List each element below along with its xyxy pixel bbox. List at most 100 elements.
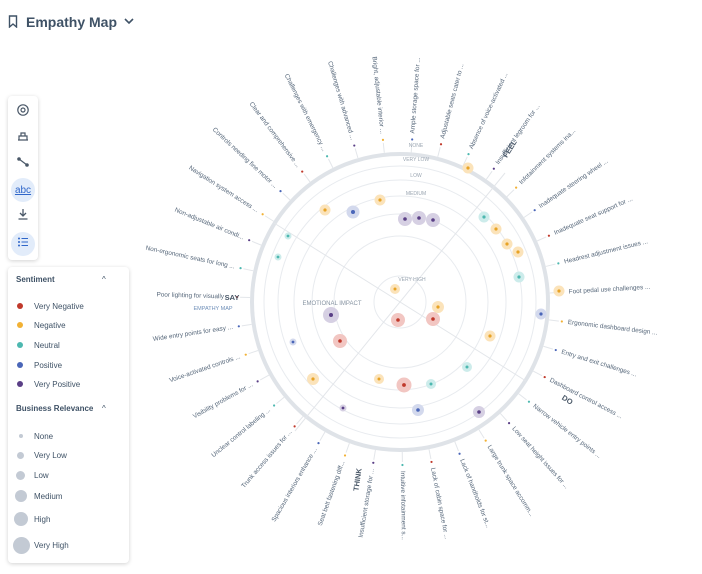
map-item-label[interactable]: Bright, adjustable interior ... [371, 56, 386, 134]
data-point[interactable] [557, 289, 561, 293]
map-item-label[interactable]: Non-ergonomic seats for long ... [145, 245, 236, 271]
data-point[interactable] [311, 377, 315, 381]
data-point[interactable] [393, 287, 397, 291]
map-item-label[interactable]: Challenges with emergency ... [283, 73, 328, 153]
legend-item-negative[interactable]: Negative [17, 319, 66, 331]
data-point[interactable] [436, 305, 440, 309]
data-point[interactable] [276, 255, 280, 259]
map-item-label[interactable]: Large trunk space accomm... [486, 444, 535, 518]
map-item-label[interactable]: Ample storage space for ... [409, 57, 422, 134]
medium-swatch [15, 490, 27, 502]
legend-item-very-negative[interactable]: Very Negative [17, 300, 84, 312]
data-point[interactable] [517, 275, 521, 279]
map-item-label[interactable]: Spacious interiors enhance ... [271, 447, 319, 524]
label-tick [439, 143, 443, 146]
map-item-label[interactable]: Visibility problems for ... [192, 381, 254, 420]
sentiment-collapse-icon[interactable]: ^ [102, 275, 106, 284]
labels-button[interactable]: abc [11, 178, 35, 202]
label-ray [243, 268, 254, 272]
data-point[interactable] [516, 250, 520, 254]
data-point[interactable] [341, 406, 345, 410]
legend-item-none[interactable]: None [17, 430, 53, 442]
map-item-label[interactable]: Controls needing fine motor ... [211, 126, 279, 190]
map-item-label[interactable]: Infotainment systems ina... [518, 128, 577, 187]
map-item-label[interactable]: Insufficient legroom for ... [495, 103, 542, 166]
data-point[interactable] [377, 377, 381, 381]
layout-button[interactable] [11, 126, 35, 150]
chevron-down-icon[interactable] [123, 15, 135, 29]
data-point[interactable] [488, 334, 492, 338]
ring-label: LOW [410, 173, 422, 179]
data-point[interactable] [402, 383, 406, 387]
data-point[interactable] [323, 208, 327, 212]
quadrant-label-say[interactable]: SAY [225, 293, 240, 302]
list-icon [16, 235, 30, 254]
ring-very-low [277, 179, 523, 425]
data-point[interactable] [465, 365, 469, 369]
map-item-label[interactable]: Seat belt fastening diff... [317, 460, 347, 527]
map-item-label[interactable]: Narrow vehicle entry points ... [531, 403, 602, 460]
legend-item-very-high[interactable]: Very High [13, 536, 69, 554]
data-point[interactable] [403, 217, 407, 221]
map-item-label[interactable]: Entry and exit challenges ... [560, 349, 637, 379]
legend-item-very-low[interactable]: Very Low [17, 449, 67, 461]
map-item-label[interactable]: Poor lighting for visually ... [156, 291, 231, 300]
map-item-label[interactable]: Low seat height issues for ... [510, 425, 570, 490]
relevance-collapse-icon[interactable]: ^ [102, 404, 106, 413]
data-point[interactable] [417, 216, 421, 220]
list-button[interactable] [11, 232, 35, 256]
data-point[interactable] [338, 339, 342, 343]
map-item-label[interactable]: Wide entry points for easy ... [152, 324, 233, 343]
legend-item-low[interactable]: Low [16, 469, 49, 481]
data-point[interactable] [429, 382, 433, 386]
map-item-label[interactable]: Intuitive infotainment s... [399, 471, 407, 540]
map-item-label[interactable]: Absence of voice-activated ... [468, 71, 510, 150]
map-item-label[interactable]: Navigation system access ... [187, 165, 259, 215]
download-button[interactable] [11, 204, 35, 228]
connect-button[interactable] [11, 152, 35, 176]
data-point[interactable] [505, 242, 509, 246]
data-point[interactable] [291, 340, 295, 344]
map-item-label[interactable]: Headrest adjustment issues ... [563, 238, 648, 265]
legend-item-very-positive[interactable]: Very Positive [17, 378, 80, 390]
legend-item-positive[interactable]: Positive [17, 359, 62, 371]
negative-swatch [17, 322, 23, 328]
map-item-label[interactable]: Lack of handholds for st... [458, 458, 491, 529]
map-item-label[interactable]: Trunk access issues for ... [240, 429, 293, 490]
map-item-label[interactable]: Voice-activated controls ... [168, 353, 241, 384]
map-item-label[interactable]: Inadequate seat support for ... [553, 196, 634, 237]
data-point[interactable] [351, 210, 355, 214]
map-item-label[interactable]: Inadequate steering wheel ... [538, 158, 610, 210]
legend-item-neutral[interactable]: Neutral [17, 339, 60, 351]
data-point[interactable] [396, 318, 400, 322]
data-point[interactable] [494, 227, 498, 231]
data-point[interactable] [378, 198, 382, 202]
data-point[interactable] [477, 410, 481, 414]
data-point[interactable] [539, 312, 543, 316]
data-point[interactable] [329, 313, 333, 317]
neutral-swatch [17, 342, 23, 348]
bookmark-icon[interactable] [8, 15, 20, 29]
quadrant-label-think[interactable]: THINK [351, 467, 363, 492]
sentiment-title: Sentiment [16, 275, 55, 284]
data-point[interactable] [466, 166, 470, 170]
map-item-label[interactable]: Challenges with advanced ... [326, 60, 356, 141]
map-item-label[interactable]: Adjustable seats cater to ... [439, 63, 465, 140]
map-item-label[interactable]: Non-adjustable air condi... [174, 207, 246, 242]
settings-button[interactable] [11, 100, 35, 124]
page-header: Empathy Map [8, 12, 135, 32]
map-item-label[interactable]: Lack of cabin space for ... [429, 467, 450, 540]
legend-item-high[interactable]: High [14, 512, 50, 526]
data-point[interactable] [286, 234, 290, 238]
map-item-label[interactable]: Unclear control labeling ... [210, 407, 272, 459]
map-item-label[interactable]: Foot pedal use challenges ... [569, 284, 651, 296]
map-item-label[interactable]: Ergonomic dashboard design ... [567, 319, 658, 337]
legend-item-medium[interactable]: Medium [15, 490, 62, 502]
data-point[interactable] [482, 215, 486, 219]
data-point[interactable] [431, 218, 435, 222]
map-item-label[interactable]: Dashboard control access ... [548, 377, 623, 421]
data-point[interactable] [416, 408, 420, 412]
label-ray [499, 413, 508, 422]
data-point[interactable] [431, 317, 435, 321]
map-item-label[interactable]: Clear and comprehensive ... [248, 101, 302, 169]
